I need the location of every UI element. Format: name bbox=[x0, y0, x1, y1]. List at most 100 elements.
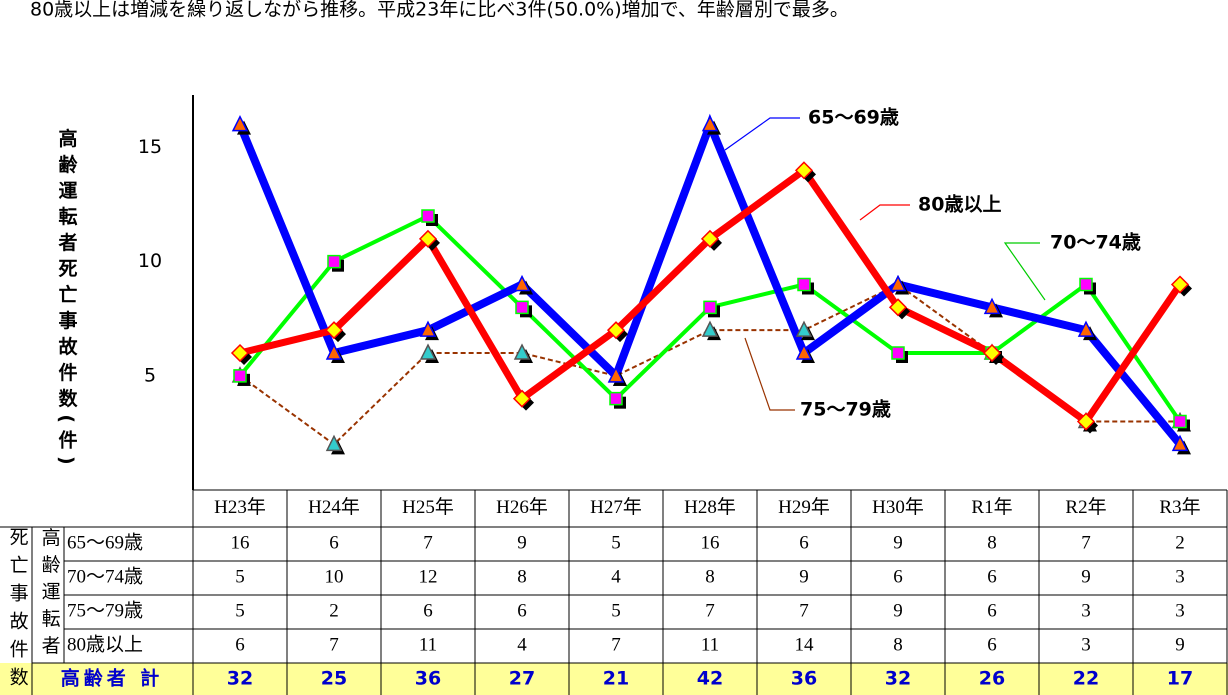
callout-label: 70～74歳 bbox=[1050, 232, 1141, 254]
marker bbox=[230, 343, 250, 363]
marker bbox=[512, 389, 532, 408]
table-value: 8 bbox=[893, 634, 903, 655]
table-value: 7 bbox=[799, 600, 809, 621]
callout-label: 65～69歳 bbox=[808, 107, 899, 129]
total-value: 21 bbox=[603, 668, 629, 690]
marker bbox=[418, 229, 438, 248]
marker bbox=[606, 321, 626, 340]
marker bbox=[515, 300, 529, 315]
callout-label: 80歳以上 bbox=[918, 194, 1001, 216]
marker bbox=[1079, 277, 1093, 292]
total-value: 22 bbox=[1073, 668, 1099, 690]
marker bbox=[701, 115, 719, 132]
table-value: 3 bbox=[1081, 634, 1091, 655]
table-value: 2 bbox=[329, 600, 339, 621]
marker bbox=[325, 343, 343, 360]
table-value: 9 bbox=[1175, 634, 1185, 655]
x-tick-label: H29年 bbox=[778, 496, 830, 518]
marker bbox=[233, 369, 247, 383]
marker bbox=[513, 343, 531, 360]
table-value: 16 bbox=[231, 532, 250, 553]
marker bbox=[1076, 412, 1096, 431]
table-value: 6 bbox=[517, 600, 527, 621]
table-value: 7 bbox=[423, 532, 433, 553]
marker bbox=[327, 254, 341, 269]
x-tick-label: H30年 bbox=[872, 496, 924, 518]
table-value: 11 bbox=[419, 634, 437, 655]
table-value: 6 bbox=[799, 532, 809, 553]
table-value: 8 bbox=[517, 566, 527, 587]
table-value: 9 bbox=[893, 532, 903, 553]
row-label: 65～69歳 bbox=[67, 531, 143, 553]
table-value: 8 bbox=[705, 566, 715, 587]
table-value: 3 bbox=[1175, 600, 1185, 621]
table-outer-label: 死亡事故件数 bbox=[7, 527, 29, 695]
total-value: 36 bbox=[415, 668, 441, 690]
table-value: 7 bbox=[329, 634, 339, 655]
table-value: 5 bbox=[235, 566, 245, 587]
marker bbox=[982, 343, 1002, 363]
callout-label: 75～79歳 bbox=[800, 399, 891, 421]
marker bbox=[794, 161, 814, 180]
total-value: 42 bbox=[697, 668, 723, 690]
x-tick-label: H26年 bbox=[496, 496, 548, 518]
table-value: 6 bbox=[235, 634, 245, 655]
table-value: 6 bbox=[329, 532, 339, 553]
table-value: 5 bbox=[235, 600, 245, 621]
marker bbox=[419, 320, 437, 337]
table-value: 11 bbox=[701, 634, 719, 655]
x-tick-label: H27年 bbox=[590, 496, 642, 518]
total-value: 26 bbox=[979, 668, 1005, 690]
marker bbox=[797, 277, 811, 292]
marker bbox=[889, 274, 907, 292]
table-value: 9 bbox=[799, 566, 809, 587]
table-value: 9 bbox=[893, 600, 903, 621]
marker bbox=[1173, 414, 1187, 429]
marker bbox=[795, 320, 813, 337]
marker bbox=[231, 115, 249, 132]
x-tick-label: R2年 bbox=[1065, 496, 1106, 518]
table-value: 7 bbox=[1081, 532, 1091, 553]
marker bbox=[703, 300, 717, 315]
x-tick-label: H25年 bbox=[402, 496, 454, 518]
table-value: 6 bbox=[423, 600, 433, 621]
marker bbox=[1171, 434, 1189, 452]
callout-line bbox=[859, 204, 910, 221]
table-value: 14 bbox=[795, 634, 815, 655]
marker bbox=[700, 229, 720, 248]
table-value: 8 bbox=[987, 532, 997, 553]
total-row-bg bbox=[0, 663, 1228, 695]
callout-line bbox=[1003, 242, 1046, 301]
marker bbox=[419, 343, 437, 360]
y-tick-label: 15 bbox=[138, 136, 162, 158]
marker bbox=[325, 434, 343, 452]
marker bbox=[324, 321, 344, 340]
total-value: 25 bbox=[321, 668, 347, 690]
row-label: 70～74歳 bbox=[67, 565, 143, 587]
table-value: 9 bbox=[1081, 566, 1091, 587]
marker bbox=[891, 346, 905, 360]
table-value: 9 bbox=[517, 532, 527, 553]
table-value: 7 bbox=[705, 600, 715, 621]
table-value: 12 bbox=[419, 566, 438, 587]
table-value: 4 bbox=[611, 566, 621, 587]
table-inner-label: 高齢運転者 bbox=[39, 527, 61, 662]
row-label: 80歳以上 bbox=[67, 633, 143, 655]
x-tick-label: H28年 bbox=[684, 496, 736, 518]
table-value: 2 bbox=[1175, 532, 1185, 553]
total-value: 17 bbox=[1167, 668, 1193, 690]
marker bbox=[421, 209, 435, 223]
y-tick-label: 5 bbox=[144, 364, 156, 386]
total-value: 32 bbox=[885, 668, 911, 690]
marker bbox=[513, 274, 531, 292]
x-tick-label: H23年 bbox=[214, 496, 266, 518]
callout-line bbox=[744, 337, 795, 411]
y-axis-label: 高齢運転者死亡事故件数(件) bbox=[56, 127, 78, 472]
table-value: 16 bbox=[701, 532, 720, 553]
total-value: 36 bbox=[791, 668, 817, 690]
series-line bbox=[239, 165, 1183, 427]
total-value: 32 bbox=[227, 668, 253, 690]
marker bbox=[609, 391, 623, 406]
total-label: 高齢者 計 bbox=[61, 667, 164, 690]
